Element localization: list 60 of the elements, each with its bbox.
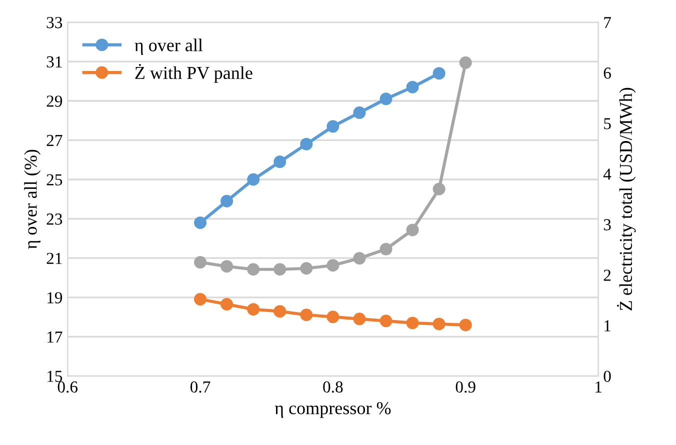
point bbox=[300, 138, 313, 150]
y2-tick-label: 3 bbox=[604, 219, 611, 230]
x-tick-label: 0.7 bbox=[190, 381, 210, 393]
point bbox=[194, 216, 207, 229]
legend-label: η over all bbox=[134, 38, 203, 55]
point bbox=[380, 242, 392, 256]
y-tick-label: 17 bbox=[48, 331, 62, 342]
y2-tick-label: 1 bbox=[604, 320, 610, 332]
y2-axis-title: Ż electricity total (USD/MWh) bbox=[617, 88, 636, 310]
point bbox=[353, 252, 366, 265]
y2-tick-label: 4 bbox=[603, 168, 612, 180]
y-tick-label: 19 bbox=[48, 292, 62, 304]
point bbox=[247, 303, 260, 316]
y2-tick-label: 6 bbox=[604, 68, 611, 79]
point bbox=[326, 310, 340, 324]
y-axis-title: η over all (%) bbox=[24, 150, 41, 249]
point bbox=[194, 256, 207, 269]
x-tick-label: 0.6 bbox=[58, 381, 78, 393]
y-tick-label: 33 bbox=[46, 16, 62, 28]
y2-tick-label: 7 bbox=[604, 17, 611, 28]
point bbox=[274, 305, 286, 318]
point bbox=[300, 308, 313, 322]
point bbox=[326, 120, 340, 133]
x-tick-label: 0.9 bbox=[456, 381, 476, 393]
point bbox=[432, 182, 446, 196]
y-tick-label: 23 bbox=[46, 214, 62, 225]
point bbox=[406, 224, 419, 236]
point bbox=[220, 298, 234, 311]
point bbox=[300, 262, 313, 275]
y-tick-label: 15 bbox=[48, 370, 62, 382]
point bbox=[220, 260, 234, 273]
point bbox=[459, 56, 472, 69]
legend-label: Ż with PV panle bbox=[135, 64, 252, 83]
point bbox=[353, 106, 366, 119]
x-tick-label: 0.8 bbox=[323, 381, 343, 393]
y-tick-label: 31 bbox=[46, 56, 62, 68]
point bbox=[353, 312, 366, 326]
point bbox=[380, 314, 392, 328]
y2-tick-label: 0 bbox=[604, 370, 611, 382]
point bbox=[432, 318, 446, 330]
x-axis-title: η compressor % bbox=[274, 402, 391, 418]
y-tick-label: 25 bbox=[46, 174, 62, 186]
y-tick-label: 29 bbox=[46, 96, 62, 107]
y2-tick-label: 2 bbox=[604, 270, 611, 281]
point bbox=[326, 259, 340, 272]
point bbox=[432, 67, 446, 80]
point bbox=[406, 316, 419, 330]
point bbox=[274, 156, 286, 168]
point bbox=[220, 194, 234, 208]
y-tick-label: 21 bbox=[46, 252, 62, 264]
point bbox=[380, 92, 392, 106]
point bbox=[247, 173, 260, 186]
point bbox=[247, 263, 260, 276]
point bbox=[194, 292, 207, 306]
point bbox=[274, 263, 286, 276]
x-tick-label: 1 bbox=[596, 381, 602, 392]
y2-tick-label: 5 bbox=[604, 118, 611, 130]
point bbox=[459, 318, 472, 332]
point bbox=[406, 80, 419, 94]
y-tick-label: 27 bbox=[46, 134, 62, 146]
